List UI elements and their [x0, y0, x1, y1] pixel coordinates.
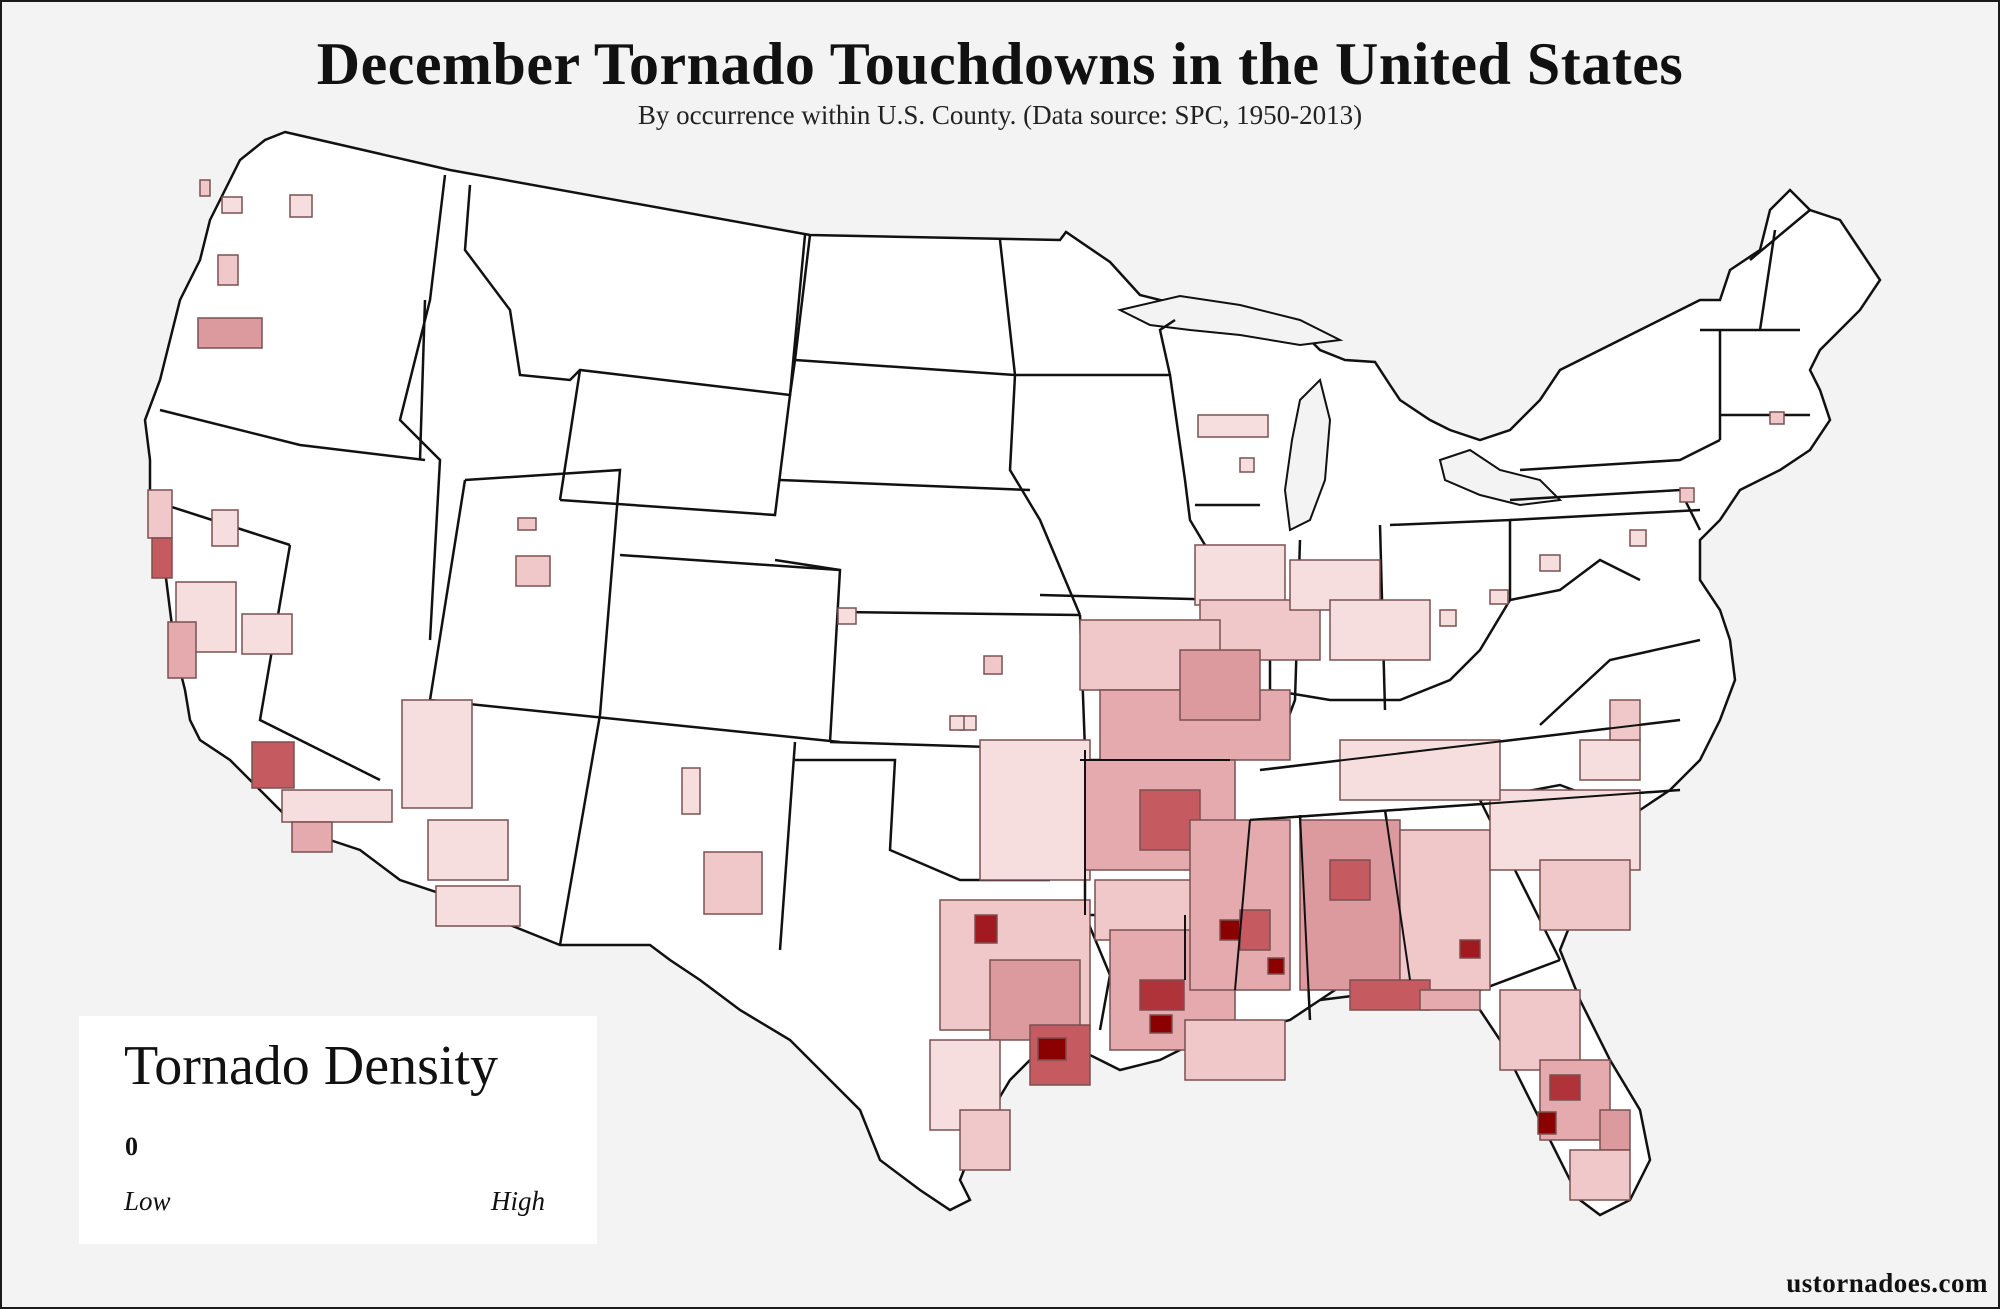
source-credit: ustornadoes.com: [1786, 1268, 1988, 1298]
legend-min-value: 0: [125, 1132, 138, 1161]
legend-high-label: High: [491, 1186, 545, 1216]
state-borders-top: [1080, 719, 1681, 1021]
county-shading: [147, 179, 1785, 1201]
legend-title: Tornado Density: [124, 1035, 499, 1097]
map-subtitle: By occurrence within U.S. County. (Data …: [637, 100, 1363, 130]
legend-max-value: 10: [519, 1132, 545, 1161]
map-title: December Tornado Touchdowns in the Unite…: [316, 31, 1684, 97]
legend-low-label: Low: [124, 1186, 171, 1216]
lake-superior: [1117, 294, 1344, 347]
lake-huron-erie: [1438, 448, 1563, 507]
lake-michigan: [1283, 378, 1332, 532]
legend: Tornado Density 0 10 Low High: [79, 1016, 597, 1244]
